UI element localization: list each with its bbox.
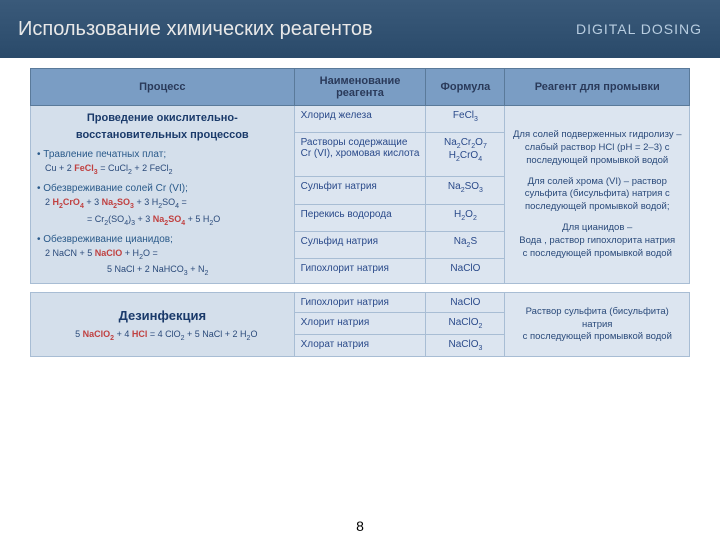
wash-cell: Раствор сульфита (бисульфита) натрия с п… (505, 293, 690, 357)
formula-cell: Na2Cr2O7H2CrO4 (426, 133, 505, 177)
table-row: Дезинфекция 5 NaClO2 + 4 HCl = 4 ClO2 + … (31, 293, 690, 313)
wash-cell: Для солей подверженных гидролизу – слабы… (505, 106, 690, 284)
reagent-cell: Хлорат натрия (294, 335, 426, 357)
formula-cell: NaClO3 (426, 335, 505, 357)
reagent-cell: Перекись водорода (294, 204, 426, 231)
bullet-1: • Травление печатных плат; (37, 147, 288, 162)
page-number: 8 (356, 518, 364, 534)
col-reagent: Наименование реагента (294, 69, 426, 106)
reagent-cell: Сульфид натрия (294, 232, 426, 259)
formula-cell: NaClO2 (426, 313, 505, 335)
slide-content: Процесс Наименование реагента Формула Ре… (0, 58, 720, 357)
col-process: Процесс (31, 69, 295, 106)
equation-3b: 5 NaCl + 2 NaHCO3 + N2 (37, 263, 288, 279)
brand-label: DIGITAL DOSING (576, 21, 702, 37)
col-formula: Формула (426, 69, 505, 106)
slide-header: Использование химических реагентов DIGIT… (0, 0, 720, 58)
equation-2b: = Cr2(SO4)3 + 3 Na2SO4 + 5 H2O (37, 213, 288, 229)
reagent-cell: Растворы содержащие Cr (VI), хромовая ки… (294, 133, 426, 177)
main-table: Процесс Наименование реагента Формула Ре… (30, 68, 690, 284)
formula-cell: Na2SO3 (426, 177, 505, 204)
bullet-3: • Обезвреживание цианидов; (37, 232, 288, 247)
formula-cell: NaClO (426, 293, 505, 313)
reagent-cell: Гипохлорит натрия (294, 293, 426, 313)
formula-cell: H2O2 (426, 204, 505, 231)
table-row: Проведение окислительно-восстановительны… (31, 106, 690, 133)
formula-cell: Na2S (426, 232, 505, 259)
process-cell: Проведение окислительно-восстановительны… (31, 106, 295, 284)
disinfection-title: Дезинфекция (37, 308, 288, 323)
reagent-cell: Сульфит натрия (294, 177, 426, 204)
equation-2a: 2 H2CrO4 + 3 Na2SO3 + 3 H2SO4 = (37, 196, 288, 212)
reagent-cell: Хлорит натрия (294, 313, 426, 335)
table-header-row: Процесс Наименование реагента Формула Ре… (31, 69, 690, 106)
disinfection-cell: Дезинфекция 5 NaClO2 + 4 HCl = 4 ClO2 + … (31, 293, 295, 357)
reagent-cell: Хлорид железа (294, 106, 426, 133)
formula-cell: FeCl3 (426, 106, 505, 133)
col-wash: Реагент для промывки (505, 69, 690, 106)
bullet-2: • Обезвреживание солей Cr (VI); (37, 181, 288, 196)
equation-3a: 2 NaCN + 5 NaClO + H2O = (37, 247, 288, 263)
slide-title: Использование химических реагентов (18, 18, 373, 41)
disinfection-table: Дезинфекция 5 NaClO2 + 4 HCl = 4 ClO2 + … (30, 292, 690, 357)
formula-cell: NaClO (426, 259, 505, 284)
process-title: Проведение окислительно-восстановительны… (37, 110, 288, 143)
reagent-cell: Гипохлорит натрия (294, 259, 426, 284)
equation-1: Cu + 2 FeCl3 = CuCl2 + 2 FeCl2 (37, 162, 288, 178)
disinfection-equation: 5 NaClO2 + 4 HCl = 4 ClO2 + 5 NaCl + 2 H… (37, 329, 288, 342)
